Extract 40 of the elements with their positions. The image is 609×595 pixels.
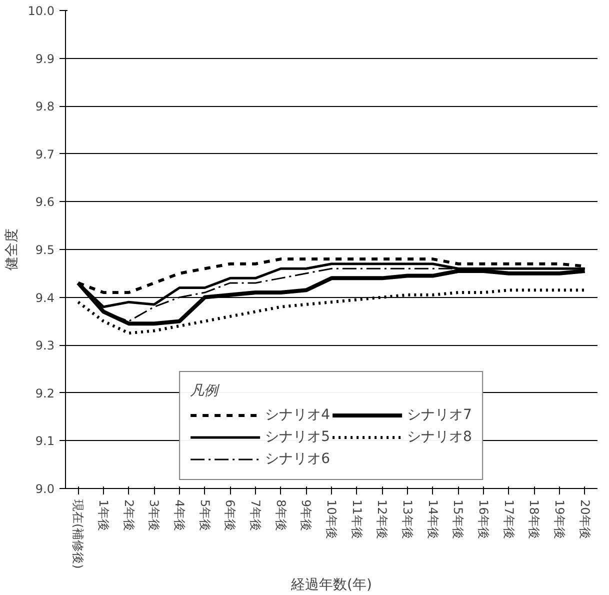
x-tick-label: 14年後 <box>426 500 440 539</box>
legend-title: 凡例 <box>190 382 220 400</box>
legend-label: シナリオ6 <box>265 450 330 468</box>
x-tick-label: 15年後 <box>451 500 466 539</box>
x-tick-label: 9年後 <box>299 500 314 532</box>
x-tick-label: 2年後 <box>122 500 136 532</box>
x-tick-label: 17年後 <box>502 500 516 539</box>
x-tick-label: 13年後 <box>400 500 414 539</box>
y-tick-label: 9.9 <box>35 52 55 66</box>
y-axis-title: 健全度 <box>4 228 20 270</box>
x-tick-label: 11年後 <box>350 500 364 539</box>
x-tick-label: 4年後 <box>172 500 186 532</box>
y-tick-label: 9.7 <box>35 147 55 162</box>
legend-label: シナリオ7 <box>407 406 472 424</box>
y-tick-label: 9.6 <box>35 195 55 210</box>
x-axis-title: 経過年数(年) <box>290 576 372 593</box>
text: 9.0 <box>35 482 55 496</box>
legend-label: シナリオ4 <box>265 406 330 424</box>
x-tick-label: 3年後 <box>147 500 162 532</box>
x-tick-label: 18年後 <box>527 500 542 539</box>
text: 10.0 <box>28 4 54 18</box>
x-tick-label: 12年後 <box>375 500 390 539</box>
x-tick-label: 20年後 <box>578 500 592 539</box>
y-tick-label: 9.2 <box>35 386 55 400</box>
y-tick-label: 9.8 <box>35 100 55 114</box>
x-tick-label: 現在(補修後) <box>71 500 86 569</box>
y-tick-label: 9.3 <box>35 338 55 353</box>
x-tick-label: 5年後 <box>198 500 212 532</box>
y-tick-label: 9.5 <box>35 243 55 257</box>
legend-label: シナリオ8 <box>407 428 472 446</box>
x-tick-label: 19年後 <box>552 500 566 539</box>
x-tick-label: 10年後 <box>324 500 338 539</box>
y-tick-label: 9.1 <box>35 434 55 448</box>
x-tick-label: 16年後 <box>476 500 490 539</box>
y-tick-label: 9.4 <box>35 290 55 305</box>
x-tick-label: 6年後 <box>223 500 238 532</box>
legend-label: シナリオ5 <box>265 428 330 446</box>
x-tick-label: 8年後 <box>274 500 288 532</box>
x-tick-label: 1年後 <box>96 500 110 532</box>
x-tick-label: 7年後 <box>248 500 262 532</box>
